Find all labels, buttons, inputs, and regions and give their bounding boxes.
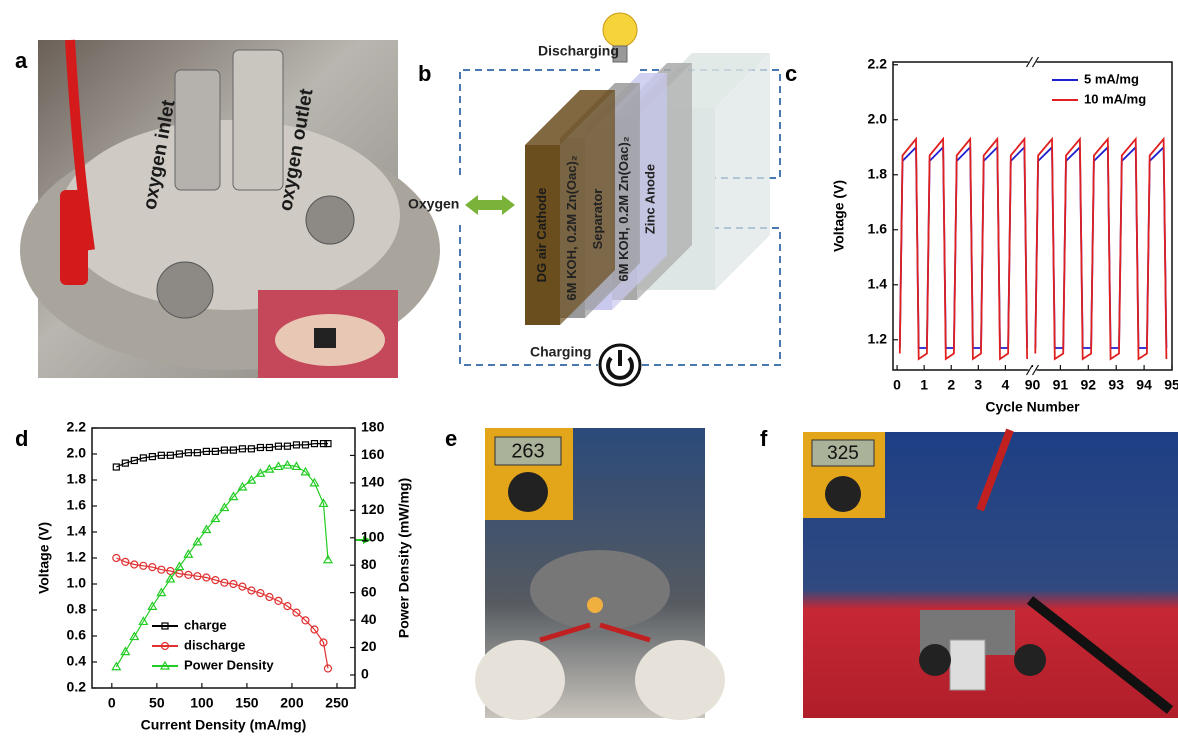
- panel-label: e: [445, 426, 457, 451]
- y2-tick-label: 40: [361, 611, 377, 627]
- y-tick-label: 1.2: [67, 549, 87, 565]
- y2-tick-label: 160: [361, 446, 385, 462]
- y-tick-label: 0.6: [67, 627, 87, 643]
- label: Oxygen: [408, 196, 459, 212]
- x-tick-label: 50: [149, 695, 165, 711]
- y-tick-label: 2.2: [67, 419, 87, 435]
- figure: a oxygen inlet oxygen outlet b Dischargi…: [0, 0, 1178, 740]
- layer-label: Zinc Anode: [642, 164, 657, 234]
- x-axis-label: Cycle Number: [985, 399, 1080, 415]
- x-tick-label: 92: [1081, 377, 1097, 393]
- label: Charging: [530, 344, 591, 360]
- y-axis-label: Voltage (V): [36, 522, 52, 594]
- y-tick-label: 0.4: [67, 653, 87, 669]
- panel-label: c: [785, 61, 797, 86]
- x-tick-label: 2: [947, 377, 955, 393]
- panel-label: b: [418, 61, 431, 86]
- y-tick-label: 2.0: [67, 445, 87, 461]
- y2-tick-label: 140: [361, 474, 385, 490]
- x-tick-label: 94: [1136, 377, 1152, 393]
- y-tick-label: 1.0: [67, 575, 87, 591]
- label: Discharging: [538, 43, 619, 59]
- y-tick-label: 1.4: [67, 523, 87, 539]
- photo-f: [803, 430, 1178, 718]
- y2-tick-label: 80: [361, 556, 377, 572]
- x-tick-label: 0: [893, 377, 901, 393]
- panel-label: d: [15, 426, 28, 451]
- y-tick-label: 1.8: [67, 471, 87, 487]
- x-tick-label: 100: [190, 695, 214, 711]
- y2-tick-label: 120: [361, 501, 385, 517]
- y-tick-label: 2.2: [868, 55, 888, 71]
- photo-e: [475, 428, 725, 720]
- x-axis-label: Current Density (mA/mg): [141, 717, 307, 733]
- x-tick-label: 4: [1002, 377, 1010, 393]
- y-axis-label: Voltage (V): [831, 180, 847, 252]
- y2-axis-label: Power Density (mW/mg): [396, 478, 412, 638]
- legend-label: 5 mA/mg: [1084, 71, 1139, 86]
- x-tick-label: 1: [920, 377, 928, 393]
- y2-tick-label: 100: [361, 528, 385, 544]
- y-tick-label: 1.6: [868, 220, 888, 236]
- layer-label: 6M KOH, 0.2M Zn(Oac)₂: [564, 155, 579, 300]
- y2-tick-label: 0: [361, 666, 369, 682]
- y-tick-label: 1.2: [868, 330, 888, 346]
- oxygen-arrow: [465, 195, 515, 215]
- y-tick-label: 0.8: [67, 601, 87, 617]
- layer-label: DG air Cathode: [534, 188, 549, 283]
- legend-label: discharge: [184, 637, 245, 652]
- layer-label: 6M KOH, 0.2M Zn(Oac)₂: [616, 136, 631, 281]
- x-tick-label: 3: [974, 377, 982, 393]
- meter-display: 263: [511, 440, 544, 462]
- x-tick-label: 95: [1164, 377, 1178, 393]
- x-tick-label: 93: [1108, 377, 1124, 393]
- y-tick-label: 0.2: [67, 679, 87, 695]
- x-tick-label: 90: [1025, 377, 1041, 393]
- y-tick-label: 1.6: [67, 497, 87, 513]
- panel-label: a: [15, 48, 28, 73]
- x-tick-label: 0: [108, 695, 116, 711]
- legend-label: charge: [184, 617, 227, 632]
- photo-a: [20, 40, 440, 378]
- legend-label: Power Density: [184, 657, 274, 672]
- x-tick-label: 91: [1053, 377, 1069, 393]
- x-tick-label: 250: [325, 695, 349, 711]
- power-icon: [600, 345, 640, 385]
- legend-label: 10 mA/mg: [1084, 91, 1146, 106]
- x-tick-label: 200: [280, 695, 304, 711]
- y2-tick-label: 20: [361, 638, 377, 654]
- y-tick-label: 1.8: [868, 165, 888, 181]
- panel-label: f: [760, 426, 768, 451]
- y-tick-label: 2.0: [868, 110, 888, 126]
- y2-tick-label: 180: [361, 419, 385, 435]
- meter-display: 325: [827, 443, 859, 464]
- y2-tick-label: 60: [361, 583, 377, 599]
- y-tick-label: 1.4: [868, 275, 888, 291]
- layer-label: Separator: [590, 189, 605, 250]
- plot-frame: [893, 62, 1172, 370]
- x-tick-label: 150: [235, 695, 259, 711]
